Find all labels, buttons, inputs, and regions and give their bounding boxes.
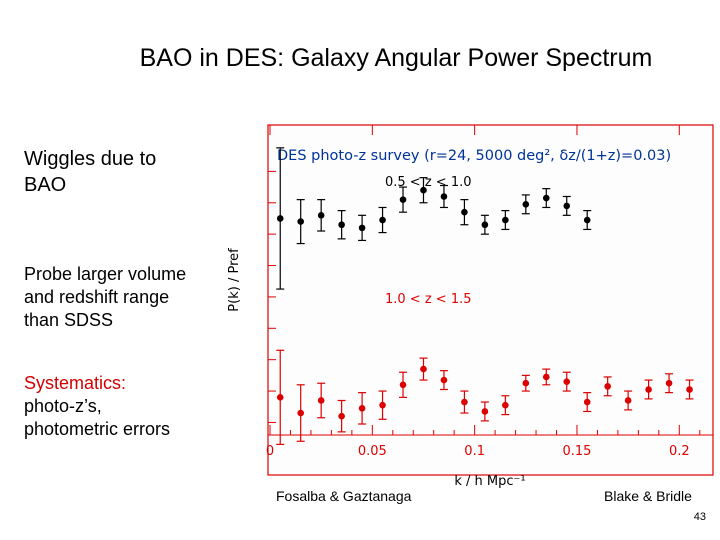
credit-left: Fosalba & Gaztanaga [276,488,412,504]
bullet-systematics: Systematics: photo-z’s, photometric erro… [24,372,194,441]
data-point [338,221,345,229]
slide-title: BAO in DES: Galaxy Angular Power Spectru… [139,44,653,72]
chart-title: DES photo-z survey (r=24, 5000 deg², δz/… [277,148,671,164]
data-point [645,386,652,393]
systematics-label: Systematics: [24,373,127,393]
data-point [481,408,489,415]
data-point [338,412,345,420]
data-point [522,201,530,208]
data-point [440,193,448,200]
data-point [440,376,448,384]
data-point [481,221,489,229]
data-point [583,398,591,406]
data-point [563,202,571,210]
page-number: 43 [693,511,706,523]
data-point [563,378,571,385]
x-tick-label: 0.2 [669,444,690,459]
data-point [604,383,611,390]
series-label: 0.5 < z < 1.0 [385,175,472,190]
series-group [276,349,694,446]
data-point [502,401,509,409]
data-point [297,409,304,417]
data-point [399,196,407,203]
data-point [358,405,366,412]
data-point [399,381,407,389]
data-point [461,398,468,406]
credit-right: Blake & Bridle [604,488,692,504]
data-point [276,394,284,401]
data-point [358,224,366,232]
bullet-wiggles: Wiggles due to BAO [24,148,157,196]
data-point [276,215,284,222]
y-axis-label: P(k) / Pref [227,248,242,312]
data-point [522,379,530,387]
data-point [379,216,386,224]
data-point [542,373,550,381]
data-point [686,386,693,393]
chart-frame [267,124,714,476]
data-point [542,194,550,202]
data-point [583,216,591,224]
data-point [297,218,304,225]
x-tick-label: 0 [266,444,274,459]
x-tick-label: 0.1 [464,444,485,459]
series-group [276,147,592,290]
x-axis-label: k / h Mpc⁻¹ [454,474,525,489]
series-label: 1.0 < z < 1.5 [385,292,472,307]
systematics-detail: photo-z’s, photometric errors [24,396,171,439]
data-point [317,212,325,219]
data-point [420,186,427,194]
bullet-probe-volume: Probe larger volume and redshift range t… [24,264,187,330]
data-point [379,401,386,409]
plot-area-frame [267,124,714,436]
data-point [665,379,673,387]
x-tick-label: 0.05 [358,444,387,459]
data-point [420,365,427,373]
data-point [502,216,509,224]
data-point [461,208,468,216]
data-point [624,397,632,404]
data-point [317,397,325,404]
x-tick-label: 0.15 [563,444,592,459]
